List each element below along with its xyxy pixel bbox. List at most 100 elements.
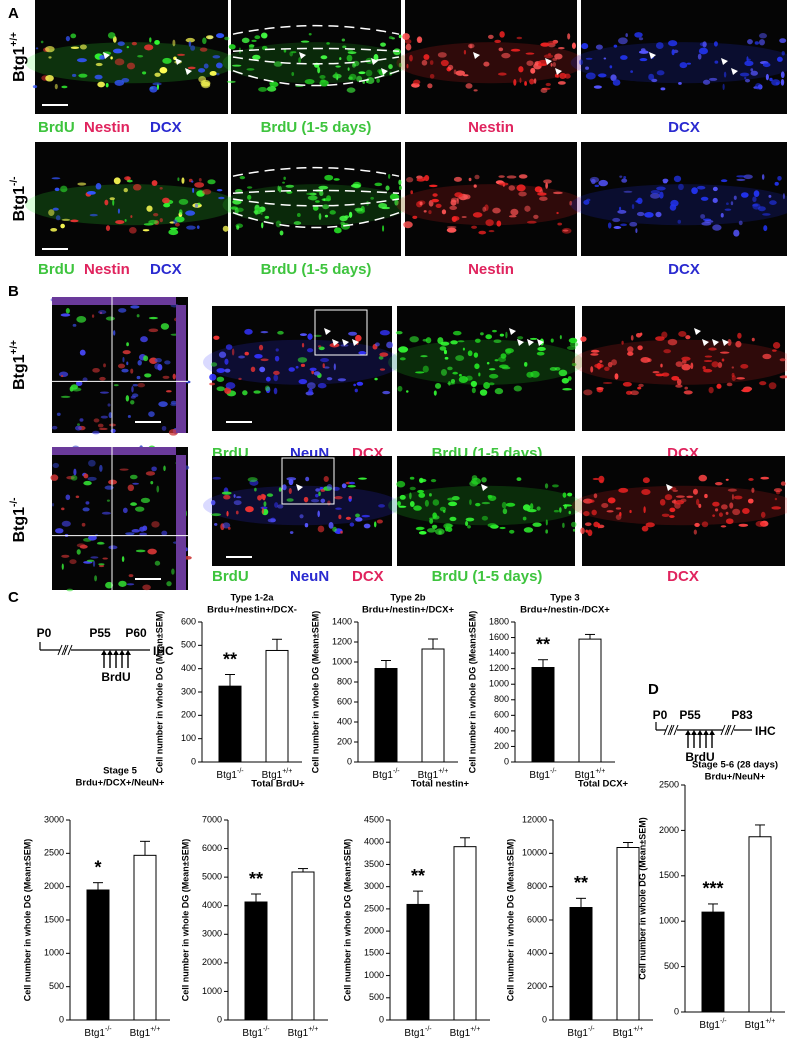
cell [60, 395, 71, 398]
cell [308, 33, 312, 36]
cell [769, 200, 777, 205]
cell [753, 190, 760, 197]
cell [513, 78, 517, 86]
cell [539, 196, 548, 201]
cell [51, 425, 58, 430]
cell [455, 70, 466, 76]
cell [40, 40, 44, 44]
cell [418, 477, 424, 484]
cell [638, 50, 649, 54]
cell [494, 39, 502, 43]
cell [714, 60, 719, 64]
cell [109, 197, 115, 201]
y-tick-label: 1500 [44, 914, 64, 924]
channel-label: Nestin [84, 261, 130, 278]
cell [209, 71, 217, 76]
cell [566, 345, 577, 350]
cell [621, 178, 628, 183]
cell [559, 335, 562, 340]
break [57, 644, 63, 656]
arrowhead [332, 339, 339, 346]
genotype-label: Btg1+/+ [9, 32, 28, 82]
cell [470, 380, 477, 388]
cell [751, 337, 755, 342]
cell [382, 225, 385, 232]
y-tick-label: 4000 [364, 837, 384, 847]
cell [727, 338, 732, 346]
cell [702, 41, 707, 48]
cell [376, 78, 380, 83]
cell [590, 353, 599, 356]
cell [110, 56, 113, 60]
cell [278, 487, 282, 492]
cell [780, 481, 786, 486]
cell [417, 489, 425, 494]
genotype-label-sup: -/- [9, 497, 20, 506]
cell [224, 387, 232, 394]
cell [712, 514, 716, 517]
channel-label: BrdU (1-5 days) [432, 568, 543, 585]
cell [614, 373, 619, 380]
x-tick-label-sup: -/- [425, 1026, 432, 1033]
cell [481, 477, 487, 483]
cell [612, 217, 621, 223]
cell [525, 52, 535, 55]
cell [231, 348, 235, 356]
cell [224, 358, 229, 365]
cell [122, 507, 128, 514]
cell [320, 358, 329, 363]
cell [714, 481, 723, 486]
cell [198, 68, 206, 73]
x-tick-label: Btg1+/+ [575, 768, 606, 780]
tissue-glow [222, 184, 410, 226]
cell [463, 49, 467, 55]
cell [409, 336, 419, 343]
cell [513, 385, 522, 392]
cell [650, 192, 661, 199]
cell [388, 64, 393, 70]
cell [769, 77, 773, 82]
cell [154, 560, 161, 566]
cell [727, 488, 737, 492]
cell [516, 184, 526, 192]
cell [471, 387, 476, 394]
cell [285, 184, 295, 188]
cell [166, 581, 172, 587]
x-tick-label-base: Btg1 [130, 1028, 151, 1039]
cell [274, 355, 280, 362]
channel-label: Nestin [468, 119, 514, 136]
bar [453, 846, 477, 1021]
cell [678, 81, 682, 85]
cell [94, 74, 103, 80]
cell [508, 215, 517, 218]
cell [467, 43, 475, 49]
cell [148, 219, 159, 225]
cell [455, 355, 465, 361]
cell [567, 33, 571, 40]
cell [171, 568, 175, 575]
cell [380, 42, 386, 47]
cell [131, 41, 137, 46]
cell [178, 198, 189, 205]
cell [712, 186, 718, 192]
cell [529, 78, 535, 85]
genotype-label-base: Btg1 [11, 354, 28, 390]
cell [168, 428, 179, 436]
cell [273, 61, 283, 67]
x-tick-label-base: Btg1 [242, 1028, 263, 1039]
cell [139, 526, 145, 532]
cell [342, 45, 347, 49]
injection-arrowhead [119, 650, 125, 655]
cell [723, 71, 727, 78]
cell [261, 494, 267, 499]
boundary-dash [232, 189, 400, 195]
cell [613, 226, 622, 229]
ortho-strip [176, 305, 186, 433]
cell [261, 222, 264, 229]
cell [163, 203, 171, 208]
cell [700, 214, 706, 219]
injection-arrowhead [107, 650, 113, 655]
cell [379, 352, 389, 357]
cell [533, 78, 537, 84]
